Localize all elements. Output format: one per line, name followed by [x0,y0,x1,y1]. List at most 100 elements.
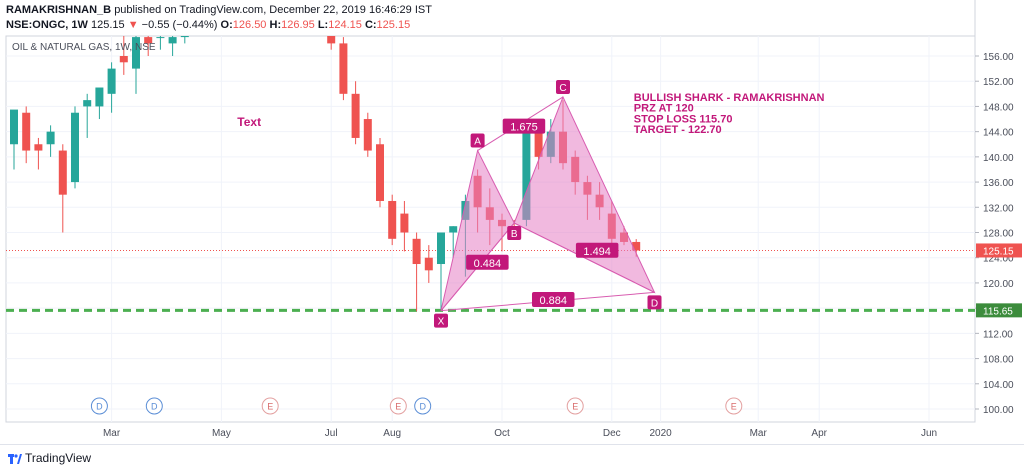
candle-body[interactable] [400,213,409,233]
price-tick-label: 144.00 [983,128,1014,139]
candle-body[interactable] [327,0,336,44]
candle-body[interactable] [107,68,116,94]
event-marker-letter: E [395,402,401,412]
open-value: 126.50 [232,19,267,31]
event-marker-letter: D [96,402,103,412]
candle-body[interactable] [168,37,177,44]
event-marker-letter: E [572,402,578,412]
time-tick-label: Apr [811,428,827,439]
high-value: 126.95 [281,19,315,31]
candle-body[interactable] [388,200,397,239]
ratio-label: 0.884 [539,295,567,307]
candle-body[interactable] [437,232,445,265]
earnings-marker[interactable] [566,397,584,415]
dividend-marker[interactable] [90,397,108,415]
earnings-marker[interactable] [389,397,407,415]
candle-body[interactable] [132,37,140,69]
pattern-note[interactable]: STOP LOSS 115.70 [634,113,733,125]
pattern-note[interactable]: PRZ AT 120 [634,103,694,115]
earnings-marker[interactable] [725,397,743,415]
chart-header: RAMAKRISHNAN_B published on TradingView.… [0,0,1024,36]
candle-body[interactable] [363,119,372,151]
candle-body[interactable] [144,37,153,44]
time-tick-label: Oct [494,428,510,439]
candle-body[interactable] [10,109,18,145]
price-tick-label: 124.00 [983,254,1014,265]
ratio-label-box [466,254,509,270]
time-tick-label: Mar [103,428,121,439]
ratio-label: 0.484 [474,258,502,270]
event-marker-letter: E [267,402,273,412]
candle-body[interactable] [83,100,92,107]
footer: TradingView [0,444,1024,472]
earnings-marker[interactable] [261,397,279,415]
ratio-label-box [575,242,619,258]
support-price-label: 115.65 [983,306,1013,317]
chart-title: OIL & NATURAL GAS, 1W, NSE [12,42,156,53]
pattern-point-label: D [651,298,658,309]
pattern-point-label: B [511,229,518,240]
event-marker-letter: D [151,402,158,412]
dividend-marker[interactable] [414,397,432,415]
ratio-label-box [531,291,575,307]
price-tick-label: 152.00 [983,77,1014,88]
tradingview-logo[interactable]: TradingView [8,451,91,465]
candle-body[interactable] [180,24,189,38]
pattern-note[interactable]: TARGET - 122.70 [634,124,722,136]
candle-body[interactable] [632,241,641,251]
current-price-label: 125.15 [983,246,1014,257]
pattern-point-box[interactable] [434,313,448,328]
ratio-label-box [502,118,546,134]
candle-body[interactable] [46,131,55,145]
author-name[interactable]: RAMAKRISHNAN_B [6,4,112,16]
publish-line: RAMAKRISHNAN_B published on TradingView.… [6,4,432,16]
pattern-point-box[interactable] [470,133,485,148]
ohlc-line: NSE:ONGC, 1W 125.15 ▼ −0.55 (−0.44%) O:1… [6,19,410,31]
down-arrow-icon: ▼ [127,19,139,31]
pattern-point-label: X [438,317,445,328]
dividend-marker[interactable] [145,397,163,415]
publish-info: published on TradingView.com, December 2… [114,4,432,16]
time-tick-label: Aug [383,428,401,439]
candle-body[interactable] [376,144,384,201]
ratio-label: 1.494 [583,246,611,258]
time-tick-label: Jul [325,428,338,439]
candle-body[interactable] [351,93,360,138]
pattern-point-box[interactable] [507,226,522,241]
pattern-point-box[interactable] [556,79,570,94]
candle-body[interactable] [34,144,43,151]
price-chart[interactable]: 100.00104.00108.00112.00116.00120.00124.… [0,0,1024,444]
symbol-label: NSE:ONGC, 1W [6,19,88,31]
candle-body[interactable] [58,150,67,195]
pattern-point-box[interactable] [647,295,662,310]
time-tick-label: Jun [921,428,937,439]
high-label: H: [269,19,282,31]
pattern-point-label: A [474,137,481,148]
brand-name: TradingView [25,451,92,465]
candle-body[interactable] [95,87,104,107]
candle-body[interactable] [534,131,543,157]
plot-content: 0.484 1.675 1.494 0.884 X A B C D Text BULLISH SHA… [6,0,975,328]
low-label: L: [317,19,329,31]
candle-body[interactable] [424,257,433,271]
price-tick-label: 156.00 [983,52,1014,63]
time-tick-label: May [212,428,231,439]
candle-body[interactable] [339,43,348,94]
time-tick-label: Mar [750,428,768,439]
candle-body[interactable] [156,37,165,39]
text-annotation[interactable]: Text [237,115,261,129]
candle-body[interactable] [522,131,531,220]
price-tick-label: 128.00 [983,229,1014,240]
candle-body[interactable] [119,56,128,63]
time-tick-label: 2020 [649,428,672,439]
candle-body[interactable] [71,112,79,183]
event-marker-letter: D [419,402,426,412]
candle-body[interactable] [449,226,458,233]
price-change: −0.55 (−0.44%) [141,19,218,31]
price-tick-label: 120.00 [983,279,1014,290]
ratio-label: 1.675 [510,122,538,134]
pattern-note[interactable]: BULLISH SHARK - RAMAKRISHNAN [634,92,825,104]
candle-body[interactable] [22,112,31,151]
candle-body[interactable] [412,238,421,265]
price-tick-label: 100.00 [983,405,1014,416]
